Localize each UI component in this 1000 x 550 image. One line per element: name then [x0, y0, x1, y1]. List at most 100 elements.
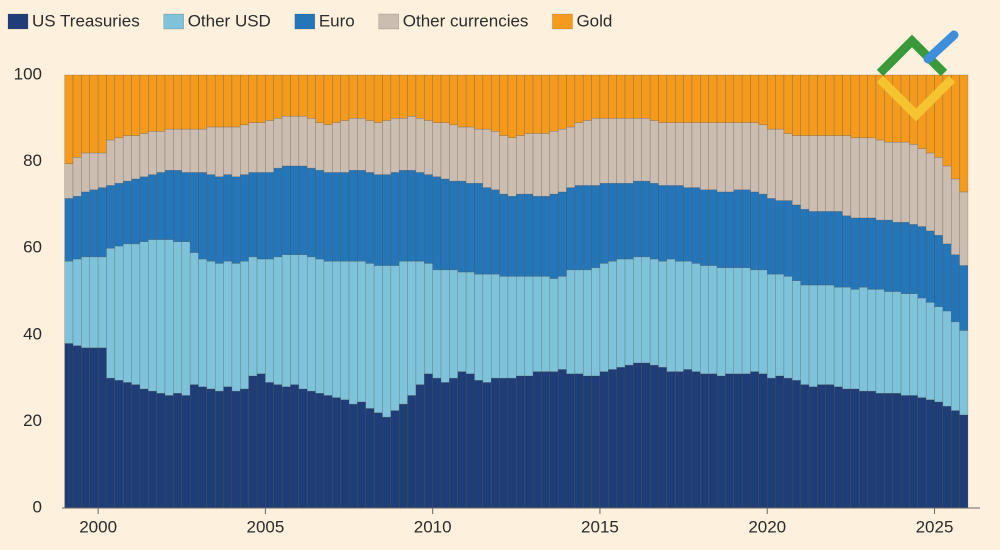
bar-segment [240, 388, 249, 509]
bar-segment [800, 384, 810, 509]
bar-segment [223, 74, 233, 128]
bar-segment [775, 200, 785, 275]
bar-segment [532, 276, 542, 372]
bar-segment [950, 410, 960, 509]
bar-segment [925, 230, 935, 303]
bar-segment [499, 135, 509, 195]
bar-segment [398, 403, 408, 509]
bar-segment [641, 180, 651, 258]
bar-segment [97, 74, 107, 154]
bar-segment [700, 74, 709, 123]
bar-segment [842, 215, 852, 288]
bar-segment [867, 289, 877, 392]
bar-segment [725, 373, 735, 509]
bar-segment [808, 284, 818, 388]
bar-segment [817, 384, 827, 509]
bar-segment [81, 256, 91, 349]
bar-segment [357, 74, 367, 119]
bar-segment [348, 118, 358, 171]
legend-swatch [294, 13, 316, 30]
bar-segment [708, 373, 718, 509]
bar-segment [281, 165, 291, 255]
bar-segment [641, 74, 651, 119]
bar-segment [934, 234, 944, 307]
bar-segment [298, 115, 308, 167]
bar-segment [649, 120, 659, 184]
bar-segment [516, 276, 525, 377]
bar-segment [574, 373, 584, 509]
legend-label: Gold [576, 11, 612, 30]
bar-segment [323, 172, 333, 262]
bar-segment [474, 74, 484, 130]
bar-segment [566, 187, 576, 271]
bar-segment [315, 74, 325, 123]
bar-segment [206, 174, 216, 262]
bar-segment [616, 367, 626, 509]
y-tick-label: 100 [14, 64, 42, 83]
bar-segment [432, 176, 442, 271]
bar-segment [214, 176, 224, 264]
logo-chevron [876, 75, 956, 122]
bar-segment [783, 74, 793, 134]
bar-segment [340, 399, 350, 509]
bar-segment [189, 128, 199, 173]
bar-segment [683, 369, 693, 509]
bar-segment [97, 152, 107, 188]
bar-segment [89, 152, 99, 190]
bar-segment [198, 386, 208, 509]
bar-segment [833, 135, 843, 212]
bar-segment [766, 377, 776, 509]
bar-segment [240, 124, 249, 175]
bar-segment [633, 256, 643, 364]
bar-segment [323, 395, 333, 509]
bar-segment [122, 243, 132, 383]
bar-segment [666, 371, 676, 509]
bar-segment [340, 260, 350, 400]
bar-segment [641, 118, 651, 182]
bar-segment [440, 178, 450, 271]
bar-segment [934, 157, 944, 236]
bar-segment [917, 397, 927, 509]
logo-stroke [923, 30, 959, 64]
bar-segment [240, 174, 249, 262]
bar-segment [800, 135, 810, 210]
x-tick-label: 2025 [916, 517, 954, 536]
bar-segment [474, 380, 484, 509]
bar-segment [407, 115, 417, 171]
bar-segment [323, 260, 333, 396]
bar-segment [750, 122, 760, 193]
bar-segment [608, 369, 617, 509]
bar-segment [223, 174, 233, 262]
bar-segment [214, 126, 224, 178]
bar-segment [725, 267, 735, 375]
bar-segment [281, 74, 291, 117]
bar-segment [457, 371, 467, 509]
bar-segment [934, 401, 944, 509]
bar-segment [666, 74, 676, 123]
bar-segment [900, 141, 910, 223]
bar-segment [825, 211, 835, 286]
bar-segment [766, 273, 776, 379]
bar-segment [89, 256, 99, 349]
bar-segment [432, 74, 442, 123]
bar-segment [867, 217, 877, 290]
bar-segment [666, 258, 676, 372]
bar-segment [382, 120, 392, 175]
bar-segment [691, 122, 701, 188]
bar-segment [616, 74, 626, 119]
bar-segment [750, 74, 760, 123]
bar-segment [148, 239, 157, 392]
bar-segment [775, 74, 785, 130]
bar-segment [792, 380, 801, 509]
bar-segment [365, 120, 375, 173]
bar-segment [398, 118, 408, 171]
bar-segment [148, 131, 157, 175]
bar-segment [390, 265, 400, 411]
bar-segment [842, 135, 852, 216]
bar-segment [332, 74, 341, 123]
bar-segment [248, 375, 258, 509]
bar-segment [674, 371, 684, 509]
bar-segment [81, 74, 91, 154]
y-tick-label: 40 [23, 324, 42, 343]
bar-segment [306, 167, 316, 258]
